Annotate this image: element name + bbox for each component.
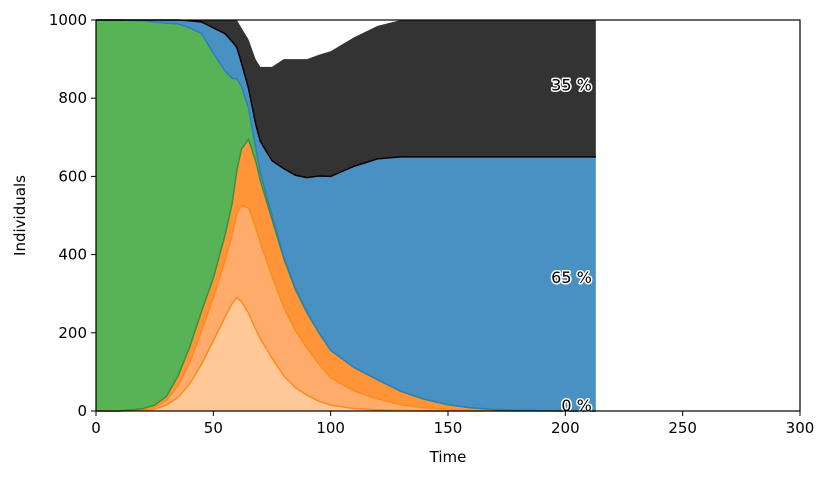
x-tick-label: 50 [204,419,223,437]
y-tick-label: 200 [58,324,87,342]
y-tick-label: 1000 [49,11,87,29]
y-tick-label: 800 [58,89,87,107]
annotation-label: 65 % [551,268,592,287]
y-axis-ticks: 0 200 400 600 800 1000 [49,11,96,420]
x-tick-label: 100 [316,419,345,437]
x-tick-label: 200 [551,419,580,437]
series-edge-lines [96,19,596,412]
x-axis-label: Time [429,448,467,466]
x-tick-label: 250 [668,419,697,437]
edge-line-orange_mid [96,204,596,412]
edge-line-green [96,19,596,412]
y-tick-label: 600 [58,167,87,185]
x-tick-label: 150 [434,419,463,437]
y-axis-label: Individuals [11,175,29,256]
area-blue [96,20,596,411]
area-green [96,20,596,411]
y-tick-label: 400 [58,246,87,264]
y-tick-label: 0 [77,402,87,420]
annotation-label: 0 % [561,396,591,415]
x-tick-label: 0 [91,419,101,437]
area-black [96,20,596,178]
x-axis-ticks: 0 50 100 150 200 250 300 [91,411,814,437]
area-series-group [96,20,596,411]
x-tick-label: 300 [786,419,815,437]
annotation-label: 35 % [551,75,592,94]
